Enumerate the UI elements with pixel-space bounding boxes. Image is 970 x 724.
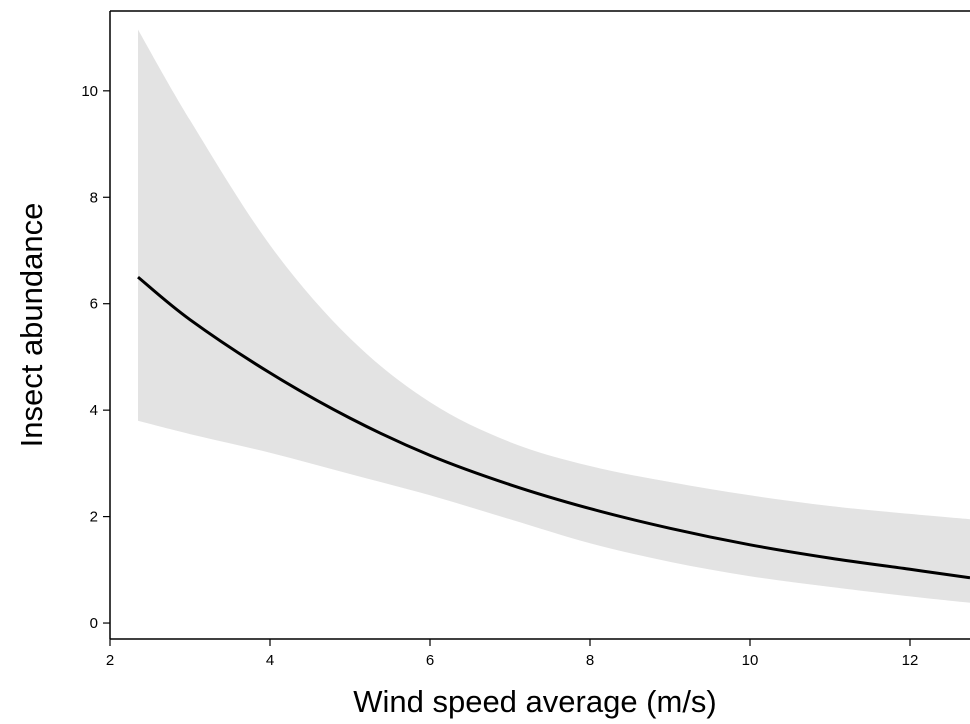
x-tick-label: 10 xyxy=(742,652,759,669)
y-tick-label: 10 xyxy=(81,83,98,100)
y-axis-title: Insect abundance xyxy=(14,203,49,448)
confidence-band xyxy=(138,29,970,603)
y-axis-ticks: 0 2 4 6 8 10 xyxy=(81,83,110,632)
y-tick-label: 0 xyxy=(90,615,98,632)
x-axis-title: Wind speed average (m/s) xyxy=(353,684,717,719)
y-tick-label: 6 xyxy=(90,296,98,313)
y-tick-label: 2 xyxy=(90,509,98,526)
x-tick-label: 6 xyxy=(426,652,434,669)
x-tick-label: 4 xyxy=(266,652,274,669)
fitted-line xyxy=(137,275,970,580)
y-tick-label: 4 xyxy=(90,402,98,419)
x-tick-label: 12 xyxy=(902,652,919,669)
y-tick-label: 8 xyxy=(90,189,98,206)
x-tick-label: 8 xyxy=(586,652,594,669)
x-tick-label: 2 xyxy=(106,652,114,669)
x-axis-ticks: 2 4 6 8 10 12 xyxy=(106,639,919,669)
